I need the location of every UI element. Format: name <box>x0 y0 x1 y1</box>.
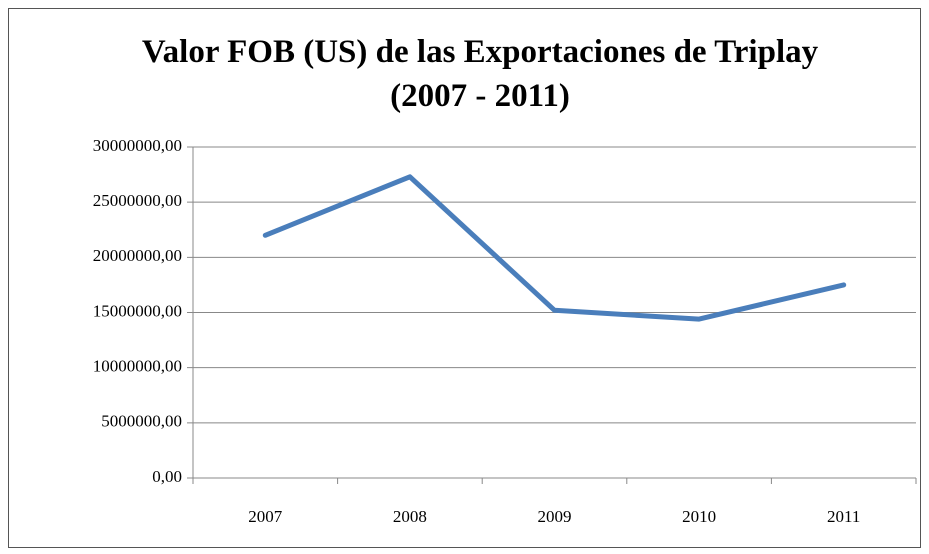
x-tick-label: 2011 <box>827 507 860 526</box>
y-tick-label: 5000000,00 <box>101 412 182 431</box>
y-tick-label: 15000000,00 <box>93 301 182 320</box>
x-tick-label: 2009 <box>538 507 572 526</box>
line-series <box>262 174 847 322</box>
chart-frame <box>8 8 921 548</box>
y-tick-label: 25000000,00 <box>93 191 182 210</box>
x-tick-label: 2008 <box>393 507 427 526</box>
y-tick-label: 0,00 <box>152 467 182 486</box>
y-tick-label: 10000000,00 <box>93 357 182 376</box>
y-tick-label: 30000000,00 <box>93 136 182 155</box>
x-tick-label: 2010 <box>682 507 716 526</box>
y-tick-label: 20000000,00 <box>93 246 182 265</box>
chart-title: Valor FOB (US) de las Exportaciones de T… <box>141 34 819 114</box>
x-tick-label: 2007 <box>248 507 283 526</box>
